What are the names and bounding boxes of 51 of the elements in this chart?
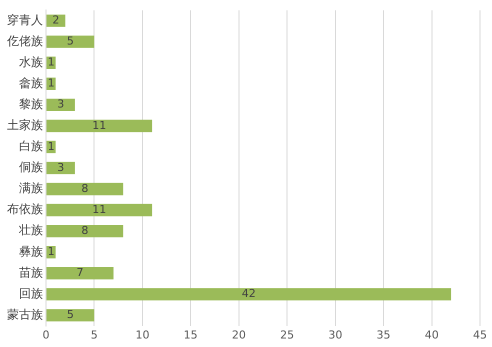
data-label: 3 [57,160,64,174]
y-tick-label: 穿青人 [7,12,43,27]
bar [46,162,75,174]
y-tick-label: 水族 [19,54,43,69]
y-tick-label: 回族 [19,286,43,300]
y-tick-label: 满族 [19,181,43,196]
x-tick-label: 5 [90,328,98,342]
x-tick-label: 15 [184,328,198,342]
data-label: 11 [92,118,106,132]
bar [46,120,152,132]
bar [46,224,124,238]
data-label: 8 [81,224,88,237]
x-tick-label: 10 [135,328,150,342]
data-label: 1 [48,76,55,90]
y-tick-label: 土家族 [7,118,43,132]
y-tick-label: 彝族 [19,244,43,258]
y-tick-label: 畲族 [19,76,43,90]
data-label: 2 [52,14,60,27]
y-tick-label: 壮族 [18,223,43,238]
data-label: 1 [48,140,55,153]
y-tick-label: 仡佬族 [6,34,43,48]
x-tick-label: 20 [232,328,246,342]
y-tick-label: 侗族 [19,160,43,174]
x-tick-label: 45 [473,328,487,342]
x-tick-label: 35 [376,328,391,342]
bar [46,14,66,27]
y-tick-label: 布依族 [7,202,43,216]
data-label: 1 [48,245,55,258]
y-tick-label: 黎族 [19,97,43,112]
data-label: 42 [242,287,256,300]
data-label: 11 [92,202,106,216]
bar [46,182,124,196]
data-label: 3 [57,98,64,111]
y-tick-label: 苗族 [19,265,43,280]
data-label: 8 [81,182,88,195]
bar [46,288,452,300]
data-label: 7 [76,266,84,280]
x-tick-label: 0 [42,328,50,342]
y-tick-label: 蒙古族 [7,307,43,322]
x-tick-label: 30 [328,328,342,342]
bar [46,204,152,216]
bar [46,36,94,48]
x-tick-label: 40 [424,328,439,342]
x-tick-label: 25 [280,328,294,342]
y-tick-label: 白族 [19,139,43,154]
bar [46,98,75,112]
data-label: 5 [66,34,74,48]
data-label: 1 [48,56,55,69]
bar [46,309,94,322]
data-label: 5 [66,308,74,322]
bar [46,267,114,280]
